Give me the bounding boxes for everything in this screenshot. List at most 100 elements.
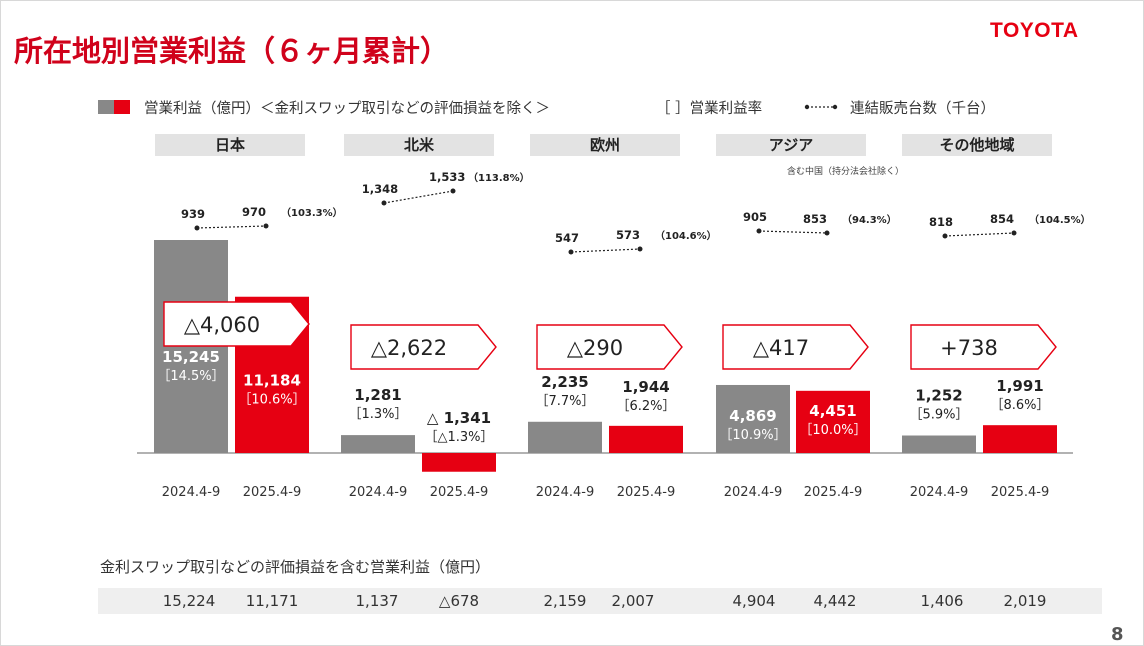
bar-curr-value-label: △ 1,341 [427, 409, 491, 427]
change-value-label: △417 [753, 336, 809, 360]
legend-curr-swatch [114, 100, 130, 114]
units-line-3 [758, 230, 828, 234]
bottom-value: 1,137 [355, 592, 399, 610]
units-prev-label: 939 [181, 207, 205, 221]
bottom-value: 2,007 [611, 592, 655, 610]
bar-curr-2 [609, 425, 683, 453]
units-point-curr-2 [637, 246, 643, 252]
change-value-label: △2,622 [371, 336, 447, 360]
units-prev-label: 547 [555, 231, 579, 245]
units-point-prev-0 [194, 225, 200, 231]
x-tick-label: 2025.4-9 [430, 485, 488, 500]
x-tick-label: 2025.4-9 [804, 485, 862, 500]
units-point-curr-1 [450, 188, 456, 194]
legend-units-label: 連結販売台数（千台） [850, 101, 995, 117]
units-pct-label: （104.6%） [655, 229, 717, 242]
units-curr-label: 573 [616, 228, 640, 242]
units-prev-label: 1,348 [362, 182, 398, 196]
units-pct-label: （103.3%） [281, 206, 343, 219]
units-line-2 [570, 248, 641, 253]
bar-curr-rate-label: ［8.6%］ [990, 398, 1049, 413]
change-arrow-box-4 [910, 324, 1057, 370]
x-tick-label: 2024.4-9 [162, 485, 220, 500]
units-point-prev-4 [942, 233, 948, 239]
bar-curr-value-label: 11,184 [243, 372, 301, 390]
x-tick-label: 2025.4-9 [991, 485, 1049, 500]
change-value-label: +738 [940, 336, 998, 360]
bar-curr-value-label: 4,451 [809, 402, 856, 420]
bottom-value: 2,159 [543, 592, 587, 610]
x-tick-label: 2024.4-9 [910, 485, 968, 500]
units-prev-label: 905 [743, 210, 767, 224]
change-value-label: △4,060 [184, 313, 260, 337]
bar-prev-rate-label: ［10.9%］ [719, 428, 786, 443]
bar-curr-value-label: 1,944 [622, 378, 669, 396]
units-curr-label: 970 [242, 205, 266, 219]
bottom-value: △678 [438, 592, 480, 610]
units-curr-label: 854 [990, 212, 1014, 226]
bar-prev-value-label: 4,869 [729, 407, 776, 425]
asia-note: 含む中国（持分法会社除く） [787, 167, 905, 177]
units-point-curr-3 [824, 230, 830, 236]
units-point-prev-1 [381, 200, 387, 206]
x-tick-label: 2025.4-9 [243, 485, 301, 500]
bar-curr-1 [422, 453, 496, 472]
bar-prev-1 [341, 435, 415, 453]
bar-curr-3 [796, 390, 870, 453]
bar-curr-rate-label: ［△1.3%］ [424, 430, 493, 445]
bar-curr-4 [983, 425, 1057, 453]
toyota-logo: TOYOTA [990, 19, 1079, 42]
region-header-asia: アジア [716, 134, 866, 156]
bar-curr-rate-label: ［10.6%］ [238, 393, 305, 408]
units-line-4 [944, 232, 1015, 237]
bar-curr-rate-label: ［6.2%］ [616, 399, 675, 414]
region-header-other: その他地域 [902, 134, 1052, 156]
legend-units-line-icon [804, 104, 838, 110]
bottom-value: 2,019 [1003, 592, 1047, 610]
bar-prev-rate-label: ［14.5%］ [157, 369, 224, 384]
change-arrow-box-0 [163, 301, 310, 347]
bottom-value: 4,904 [732, 592, 776, 610]
bar-prev-value-label: 1,252 [915, 387, 962, 405]
change-arrow-box-1 [350, 324, 497, 370]
bar-prev-value-label: 2,235 [541, 373, 588, 391]
units-pct-label: （113.8%） [468, 171, 530, 184]
bottom-value: 15,224 [162, 592, 216, 610]
units-point-curr-0 [263, 223, 269, 229]
units-curr-label: 1,533 [429, 170, 465, 184]
bottom-value: 4,442 [813, 592, 857, 610]
units-point-curr-4 [1011, 230, 1017, 236]
x-tick-label: 2024.4-9 [536, 485, 594, 500]
bar-prev-rate-label: ［1.3%］ [348, 407, 407, 422]
change-arrow-box-2 [536, 324, 683, 370]
legend-prev-swatch [98, 100, 114, 114]
bar-prev-2 [528, 421, 602, 453]
units-curr-label: 853 [803, 212, 827, 226]
units-prev-label: 818 [929, 215, 953, 229]
bottom-table-row [98, 588, 1102, 614]
region-header-north-america: 北米 [344, 134, 494, 156]
bar-prev-value-label: 1,281 [354, 386, 401, 404]
units-line-0 [196, 225, 267, 229]
units-pct-label: （104.5%） [1029, 213, 1091, 226]
change-value-label: △290 [567, 336, 623, 360]
units-pct-label: （94.3%） [842, 213, 897, 226]
region-header-japan: 日本 [155, 134, 305, 156]
bar-curr-value-label: 1,991 [996, 377, 1043, 395]
bar-prev-3 [716, 384, 790, 453]
legend-bars-label: 営業利益（億円）＜金利スワップ取引などの評価損益を除く＞ [144, 101, 550, 117]
bar-prev-rate-label: ［7.7%］ [535, 394, 594, 409]
x-tick-label: 2024.4-9 [724, 485, 782, 500]
region-header-europe: 欧州 [530, 134, 680, 156]
bar-curr-rate-label: ［10.0%］ [799, 423, 866, 438]
bar-prev-4 [902, 435, 976, 453]
x-tick-label: 2024.4-9 [349, 485, 407, 500]
legend-rate-label: ［ ］営業利益率 [656, 101, 763, 117]
units-point-prev-2 [568, 249, 574, 255]
change-arrow-box-3 [722, 324, 869, 370]
bar-prev-rate-label: ［5.9%］ [909, 408, 968, 423]
bar-prev-value-label: 15,245 [162, 348, 220, 366]
x-tick-label: 2025.4-9 [617, 485, 675, 500]
page-title: 所在地別営業利益（６ヶ月累計） [14, 34, 450, 68]
